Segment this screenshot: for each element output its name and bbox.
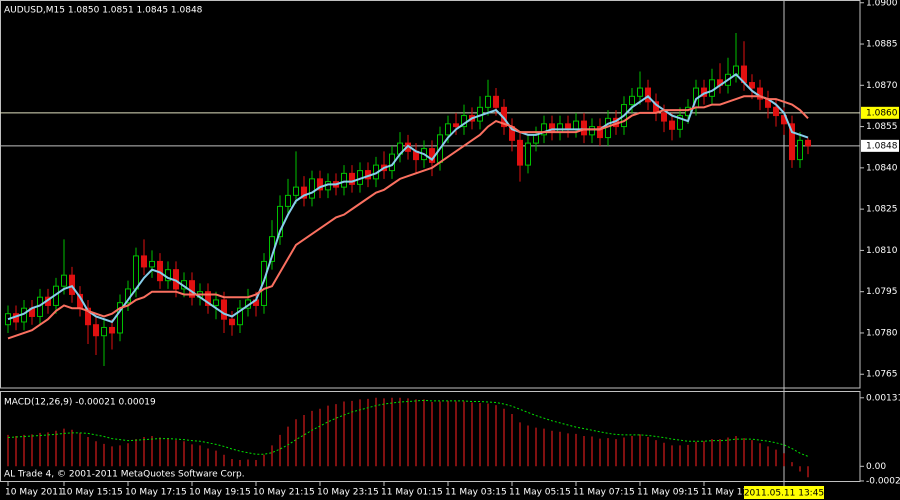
candle-body xyxy=(221,299,227,320)
y-tick-label: 1.0825 xyxy=(866,205,898,215)
x-tick-label: 10 May 19:15 xyxy=(189,488,251,498)
candle-body xyxy=(301,186,307,199)
main-panel-frame xyxy=(0,0,861,389)
candle-body xyxy=(341,172,347,188)
candle-body xyxy=(589,126,595,136)
candle-body xyxy=(453,123,459,128)
macd-signal xyxy=(7,399,809,457)
y-tick-label: 1.0780 xyxy=(866,328,898,338)
candle-body xyxy=(445,123,451,136)
candle-body xyxy=(85,307,91,326)
level-label: 1.0860 xyxy=(866,108,898,118)
y-tick-label: 1.0765 xyxy=(866,370,898,380)
candle-body xyxy=(573,120,579,130)
footer: AL Trade 4, © 2001-2011 MetaQuotes Softw… xyxy=(4,470,245,480)
crosshair-price-label: 1.0848 xyxy=(866,141,898,151)
candle-body xyxy=(261,260,267,306)
candle-body xyxy=(117,302,123,334)
y-tick-label: 1.0855 xyxy=(866,122,898,132)
candle-body xyxy=(293,186,299,196)
candle-body xyxy=(93,324,99,337)
candle-body xyxy=(645,87,651,103)
candle-body xyxy=(237,307,243,326)
y-tick-label: 1.0900 xyxy=(866,0,898,8)
candle-body xyxy=(229,318,235,326)
crosshair-time-box xyxy=(744,486,824,499)
candle-body xyxy=(517,139,523,166)
x-tick-label: 10 May 2011 xyxy=(5,488,64,498)
candle-body xyxy=(149,260,155,268)
macd-panel-frame xyxy=(0,391,861,482)
candle-body xyxy=(485,95,491,108)
level-label-box xyxy=(861,106,899,119)
chart-title: AUDUSD,M15 1.0850 1.0851 1.0845 1.0848 xyxy=(4,6,203,16)
moving-average xyxy=(7,72,809,324)
candle-body xyxy=(533,134,539,144)
candle-body xyxy=(749,82,755,89)
candle-body xyxy=(629,95,635,106)
candle-body xyxy=(557,123,563,133)
crosshair-time-label: 2011.05.11 13:45 xyxy=(744,489,824,499)
y-tick-label: 1.0840 xyxy=(866,163,898,173)
candle-body xyxy=(733,65,739,75)
candle-body xyxy=(285,194,291,207)
candle-body xyxy=(805,139,811,147)
x-tick-label: 10 May 17:15 xyxy=(125,488,187,498)
x-tick-label: 11 May 01:15 xyxy=(381,488,443,498)
y-tick-label: 1.0810 xyxy=(866,246,898,256)
candle-body xyxy=(789,123,795,161)
candle-body xyxy=(493,95,499,108)
candle-body xyxy=(637,87,643,97)
candle-body xyxy=(773,106,779,117)
y-tick-label: 1.0870 xyxy=(866,81,898,91)
candle-body xyxy=(141,255,147,268)
candle-body xyxy=(661,112,667,122)
candle-body xyxy=(277,205,283,238)
candle-body xyxy=(597,126,603,139)
macd-y-tick-label: -0.00028 xyxy=(866,476,900,486)
candle-body xyxy=(349,172,355,185)
crosshair-price-box xyxy=(861,139,899,152)
candle-body xyxy=(541,123,547,136)
candle-body xyxy=(133,255,139,290)
candle-body xyxy=(309,178,315,199)
x-tick-label: 10 May 23:15 xyxy=(317,488,379,498)
candle-body xyxy=(69,274,75,295)
candle-body xyxy=(709,79,715,97)
x-tick-label: 11 May 03:15 xyxy=(445,488,507,498)
candle-body xyxy=(525,142,531,166)
x-tick-label: 11 May 07:15 xyxy=(573,488,635,498)
candle-body xyxy=(669,120,675,130)
macd-y-tick-label: 0.00 xyxy=(866,462,886,472)
x-tick-label: 11 May 11:15 xyxy=(701,488,763,498)
candle-body xyxy=(61,274,67,287)
y-tick-label: 1.0795 xyxy=(866,287,898,297)
x-tick-label: 10 May 15:15 xyxy=(61,488,123,498)
candle-body xyxy=(581,120,587,136)
candle-body xyxy=(101,326,107,337)
macd-y-tick-label: 0.00131 xyxy=(866,393,900,403)
candle-body xyxy=(317,178,323,191)
x-tick-label: 10 May 21:15 xyxy=(253,488,315,498)
candle-body xyxy=(109,326,115,334)
candle-body xyxy=(797,139,803,161)
candle-body xyxy=(677,115,683,130)
candle-body xyxy=(213,299,219,306)
y-tick-label: 1.0885 xyxy=(866,40,898,50)
x-tick-label: 11 May 09:15 xyxy=(637,488,699,498)
macd-label: MACD(12,26,9) -0.00021 0.00019 xyxy=(4,398,156,408)
moving-average xyxy=(7,95,809,340)
x-tick-label: 11 May 05:15 xyxy=(509,488,571,498)
candle-body xyxy=(205,291,211,306)
